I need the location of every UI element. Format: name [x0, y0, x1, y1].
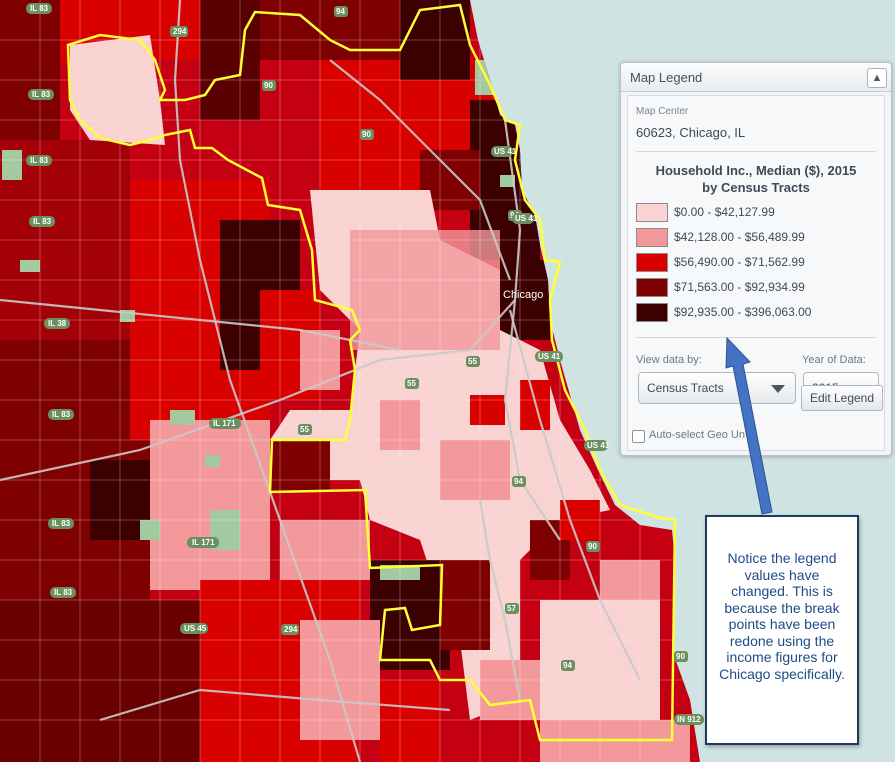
- svg-text:94: 94: [336, 7, 345, 16]
- chevron-down-icon: [771, 385, 785, 393]
- road-shield: IL 83: [50, 587, 76, 598]
- annotation-callout: Notice the legend values have changed. T…: [705, 515, 859, 745]
- road-shield: US 41: [535, 351, 563, 362]
- svg-text:90: 90: [588, 542, 597, 551]
- svg-text:94: 94: [514, 477, 523, 486]
- road-shield: 55: [466, 356, 480, 367]
- road-shield: 55: [298, 424, 312, 435]
- svg-text:90: 90: [676, 652, 685, 661]
- city-label: Chicago: [503, 289, 543, 301]
- svg-text:90: 90: [362, 130, 371, 139]
- road-shield: US 45: [180, 623, 208, 634]
- svg-text:IL 171: IL 171: [213, 419, 236, 428]
- legend-swatch: [636, 203, 668, 222]
- road-shield: IL 83: [48, 409, 74, 420]
- road-shield: 55: [405, 378, 419, 389]
- chicago-city-boundary: [66, 3, 677, 742]
- legend-class-label: $42,128.00 - $56,489.99: [674, 230, 805, 244]
- svg-text:IL 171: IL 171: [192, 538, 215, 547]
- road-shield: US 41: [584, 440, 610, 451]
- road-shield: IL 171: [209, 418, 241, 429]
- auto-select-checkbox[interactable]: [632, 430, 645, 443]
- road-shield: US 41: [512, 213, 538, 224]
- svg-text:IL 83: IL 83: [30, 156, 49, 165]
- road-shield: 90: [360, 129, 374, 140]
- legend-title-line1: Household Inc., Median ($), 2015: [655, 163, 857, 178]
- legend-header: Map Legend ▲: [621, 63, 891, 92]
- year-label: Year of Data:: [802, 354, 866, 366]
- road-shield: 294: [170, 26, 188, 37]
- legend-swatch: [636, 303, 668, 322]
- svg-text:55: 55: [468, 357, 477, 366]
- svg-text:US 41: US 41: [515, 214, 538, 223]
- road-shields: IL 83 IL 83 IL 83 IL 83 IL 38 IL 83 IL 8…: [26, 3, 704, 725]
- legend-class-label: $71,563.00 - $92,934.99: [674, 280, 805, 294]
- map-legend-panel: Map Legend ▲ Map Center 60623, Chicago, …: [620, 62, 892, 456]
- legend-title: Household Inc., Median ($), 2015 by Cens…: [628, 162, 884, 196]
- svg-text:IL 83: IL 83: [30, 4, 49, 13]
- svg-text:90: 90: [264, 81, 273, 90]
- svg-text:IL 83: IL 83: [33, 217, 52, 226]
- callout-text: Notice the legend values have changed. T…: [719, 550, 845, 682]
- svg-text:94: 94: [563, 661, 572, 670]
- svg-text:US 41: US 41: [538, 352, 561, 361]
- road-shield: US 41: [491, 146, 517, 157]
- svg-text:57: 57: [507, 604, 516, 613]
- legend-title-line2: by Census Tracts: [702, 180, 810, 195]
- road-shield: IL 83: [29, 216, 55, 227]
- svg-text:US 41: US 41: [587, 441, 610, 450]
- divider: [636, 151, 876, 152]
- road-shield: 57: [505, 603, 519, 614]
- legend-class-label: $0.00 - $42,127.99: [674, 205, 775, 219]
- svg-text:IL 38: IL 38: [48, 319, 67, 328]
- view-by-label: View data by:: [636, 354, 702, 366]
- svg-text:IN 912: IN 912: [677, 715, 701, 724]
- svg-text:294: 294: [173, 27, 187, 36]
- auto-select-label: Auto-select Geo Un: [649, 429, 745, 441]
- legend-swatch: [636, 253, 668, 272]
- road-shield: 90: [674, 651, 688, 662]
- road-shield: IL 83: [48, 518, 74, 529]
- road-shield: 294: [281, 624, 299, 635]
- svg-text:55: 55: [407, 379, 416, 388]
- road-shield: 90: [262, 80, 276, 91]
- road-shield: IL 171: [187, 537, 219, 548]
- legend-swatch: [636, 228, 668, 247]
- legend-class-label: $92,935.00 - $396,063.00: [674, 305, 812, 319]
- road-shield: 94: [334, 6, 348, 17]
- svg-text:US 45: US 45: [184, 624, 207, 633]
- svg-text:IL 83: IL 83: [32, 90, 51, 99]
- road-shield: IL 83: [26, 155, 52, 166]
- road-shield: 94: [512, 476, 526, 487]
- legend-class-label: $56,490.00 - $71,562.99: [674, 255, 805, 269]
- svg-text:IL 83: IL 83: [52, 410, 71, 419]
- road-shield: IL 38: [44, 318, 70, 329]
- svg-text:55: 55: [300, 425, 309, 434]
- edit-legend-button[interactable]: Edit Legend: [801, 385, 883, 411]
- legend-swatch: [636, 278, 668, 297]
- road-shield: IL 83: [28, 89, 54, 100]
- road-shield: IN 912: [674, 714, 704, 725]
- svg-text:IL 83: IL 83: [52, 519, 71, 528]
- svg-text:294: 294: [284, 625, 298, 634]
- map-center-value: 60623, Chicago, IL: [636, 125, 746, 140]
- road-shield: 94: [561, 660, 575, 671]
- view-by-value: Census Tracts: [647, 381, 724, 395]
- road-shield: IL 83: [26, 3, 52, 14]
- svg-text:IL 83: IL 83: [54, 588, 73, 597]
- view-by-select[interactable]: Census Tracts: [638, 372, 796, 404]
- road-shield: 90: [586, 541, 600, 552]
- legend-header-title: Map Legend: [630, 70, 703, 85]
- divider: [636, 337, 876, 338]
- chevron-up-icon[interactable]: ▲: [867, 68, 887, 88]
- svg-text:US 41: US 41: [494, 147, 517, 156]
- map-center-label: Map Center: [636, 106, 689, 117]
